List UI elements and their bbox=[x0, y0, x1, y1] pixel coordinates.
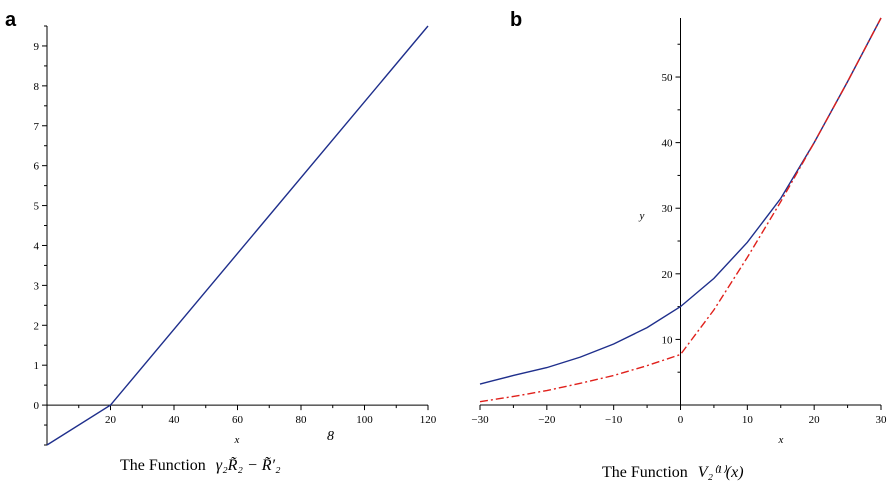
x-tick-label: 40 bbox=[169, 414, 181, 426]
panel-b-chart: −30 −20 −10 0 10 20 30 10 20 30 40 50 x y bbox=[471, 17, 888, 446]
caption-b: The Function V₂⁽¹⁾(x) bbox=[602, 464, 744, 481]
y-tick-label: 30 bbox=[662, 203, 674, 215]
x-tick-label: 0 bbox=[678, 414, 684, 426]
x-tick-label: 120 bbox=[420, 414, 437, 426]
x-tick-label: 30 bbox=[876, 414, 888, 426]
y-tick-label: 40 bbox=[662, 138, 674, 150]
y-tick-label: 0 bbox=[34, 400, 40, 412]
x-tick-label: 10 bbox=[742, 414, 754, 426]
y-tick-label: 6 bbox=[34, 161, 40, 173]
x-tick-label: 60 bbox=[232, 414, 244, 426]
x-tick-label: −30 bbox=[471, 414, 489, 426]
y-tick-label: 2 bbox=[34, 320, 40, 332]
x-tick-label: 80 bbox=[296, 414, 308, 426]
series-line-1 bbox=[46, 25, 429, 446]
y-tick-label: 1 bbox=[34, 360, 40, 372]
y-tick-label: 3 bbox=[34, 280, 40, 292]
x-tick-label: 100 bbox=[356, 414, 373, 426]
caption-b-math: V₂⁽¹⁾(x) bbox=[698, 464, 744, 481]
x-tick-label: −10 bbox=[605, 414, 623, 426]
caption-a-math: γ₂R̃₂ − R̃′₂ bbox=[216, 456, 281, 474]
x-axis-label: x bbox=[234, 434, 240, 446]
y-axis-label: y bbox=[639, 210, 645, 222]
y-tick-label: 5 bbox=[34, 201, 40, 213]
x-tick-label: 20 bbox=[809, 414, 821, 426]
x-axis-label: x bbox=[778, 434, 784, 446]
y-tick-label: 10 bbox=[662, 334, 674, 346]
panel-b-letter: b bbox=[510, 9, 522, 31]
x-tick-label: 20 bbox=[105, 414, 117, 426]
y-tick-label: 50 bbox=[662, 72, 674, 84]
caption-b-prefix: The Function bbox=[602, 464, 688, 481]
series-line-2 bbox=[479, 17, 882, 403]
panel-a-letter: a bbox=[5, 9, 17, 31]
stray-label: 8 bbox=[327, 429, 334, 444]
y-tick-label: 7 bbox=[34, 121, 40, 133]
panel-a-chart: 20 40 60 80 100 120 0 1 2 3 4 5 6 7 8 9 x bbox=[34, 25, 437, 446]
series-line-1 bbox=[479, 17, 882, 385]
caption-a: The Function γ₂R̃₂ − R̃′₂ bbox=[120, 456, 281, 474]
caption-a-prefix: The Function bbox=[120, 457, 206, 474]
y-tick-label: 4 bbox=[34, 240, 40, 252]
y-tick-label: 8 bbox=[34, 81, 40, 93]
x-tick-label: −20 bbox=[538, 414, 556, 426]
y-tick-label: 20 bbox=[662, 269, 674, 281]
y-tick-label: 9 bbox=[34, 41, 40, 53]
